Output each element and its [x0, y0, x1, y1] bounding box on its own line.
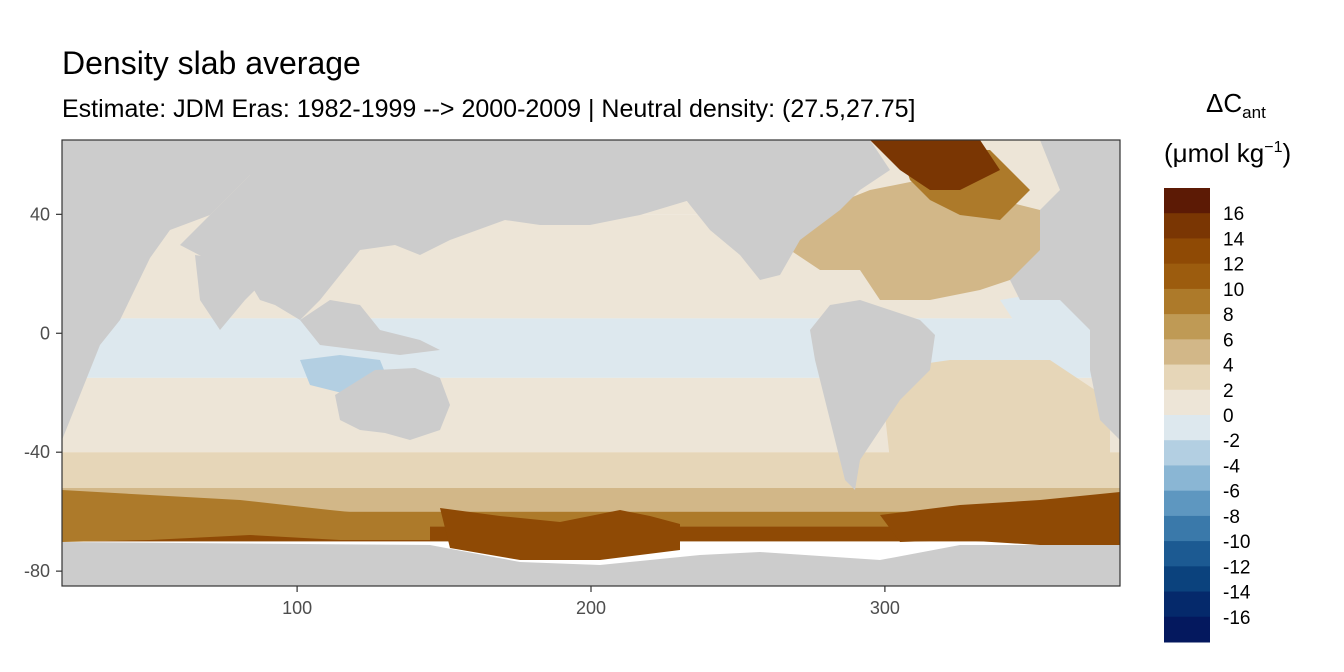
legend-unit-close: ): [1282, 138, 1291, 168]
legend-break-label: -8: [1223, 507, 1240, 528]
legend-title-sub: ant: [1242, 103, 1266, 122]
legend-break-label: 8: [1223, 305, 1234, 326]
legend-break-label: -14: [1223, 583, 1251, 604]
y-tick-label: -40: [24, 442, 50, 462]
legend-colorbar: [1164, 188, 1210, 643]
legend-break-label: 14: [1223, 229, 1245, 250]
legend-break-label: 16: [1223, 204, 1244, 225]
eurasia-land: [180, 140, 690, 320]
x-tick-label: 100: [282, 598, 312, 618]
zonal-band-5: [62, 487, 1120, 512]
europe-africa-east-land: [1010, 140, 1120, 440]
legend-break-label: 10: [1223, 280, 1244, 301]
legend-swatch: [1164, 566, 1210, 593]
southern-pacific-deep: [440, 508, 680, 560]
legend-swatch: [1164, 364, 1210, 391]
legend-swatch: [1164, 591, 1210, 618]
australia-land: [335, 368, 450, 440]
legend-swatch: [1164, 415, 1210, 441]
legend-swatch: [1164, 263, 1210, 290]
legend-break-label: 6: [1223, 330, 1234, 351]
south-america-land: [810, 300, 935, 490]
legend-swatch: [1164, 213, 1210, 239]
x-tick-label: 200: [576, 598, 606, 618]
y-tick-label: 0: [40, 323, 50, 343]
legend-break-label: 12: [1223, 255, 1244, 276]
legend-break-label: -10: [1223, 532, 1250, 553]
legend-unit-sup: −1: [1264, 139, 1282, 156]
legend-break-label: -4: [1223, 456, 1240, 477]
y-tick-label: -80: [24, 561, 50, 581]
legend-swatch: [1164, 440, 1210, 466]
legend-break-label: -2: [1223, 431, 1240, 452]
legend-break-label: 2: [1223, 381, 1234, 402]
legend-swatch: [1164, 238, 1210, 265]
maritime-asia-land: [300, 300, 440, 355]
chart-subtitle: Estimate: JDM Eras: 1982-1999 --> 2000-2…: [62, 95, 915, 123]
legend-swatch: [1164, 616, 1210, 643]
legend-swatch: [1164, 314, 1210, 340]
legend-swatch: [1164, 490, 1210, 517]
greenland-patch: [870, 140, 1000, 190]
legend-swatch: [1164, 339, 1210, 366]
legend-break-label: -12: [1223, 557, 1250, 578]
legend-swatch: [1164, 515, 1210, 542]
legend-swatch: [1164, 288, 1210, 315]
legend-unit: (μmol kg−1): [1164, 138, 1291, 168]
legend-break-label: 0: [1223, 406, 1234, 427]
legend-swatch: [1164, 541, 1210, 567]
india-land: [195, 255, 265, 330]
southern-indian-patch: [62, 490, 430, 542]
legend-swatch: [1164, 465, 1210, 492]
legend-break-label: -6: [1223, 482, 1240, 503]
legend-swatch: [1164, 188, 1210, 214]
south-atlantic-patch: [880, 360, 1110, 470]
antarctica-land: [62, 542, 1120, 586]
legend-title-main: ΔC: [1206, 88, 1242, 118]
legend-labels: 16 14 12 10 8 6 4 2 0 -2 -4 -6 -8 -10 -12 -14 -16: [1223, 204, 1251, 629]
chart-title: Density slab average: [62, 45, 361, 81]
x-tick-label: 300: [870, 598, 900, 618]
legend-title: ΔCant: [1206, 88, 1266, 122]
southern-atlantic-deep: [880, 492, 1120, 545]
africa-land: [62, 140, 250, 440]
legend: ΔCant (μmol kg−1) 16 14 12 10 8 6 4 2 0 -2 -4 -6 -8 -…: [1164, 88, 1291, 643]
legend-swatch: [1164, 389, 1210, 416]
land-mask: [62, 140, 1120, 586]
legend-unit-open: (μmol kg: [1164, 138, 1264, 168]
legend-break-label: 4: [1223, 356, 1234, 377]
legend-break-label: -16: [1223, 608, 1250, 629]
y-tick-label: 40: [30, 204, 50, 224]
north-america-land: [640, 140, 890, 280]
